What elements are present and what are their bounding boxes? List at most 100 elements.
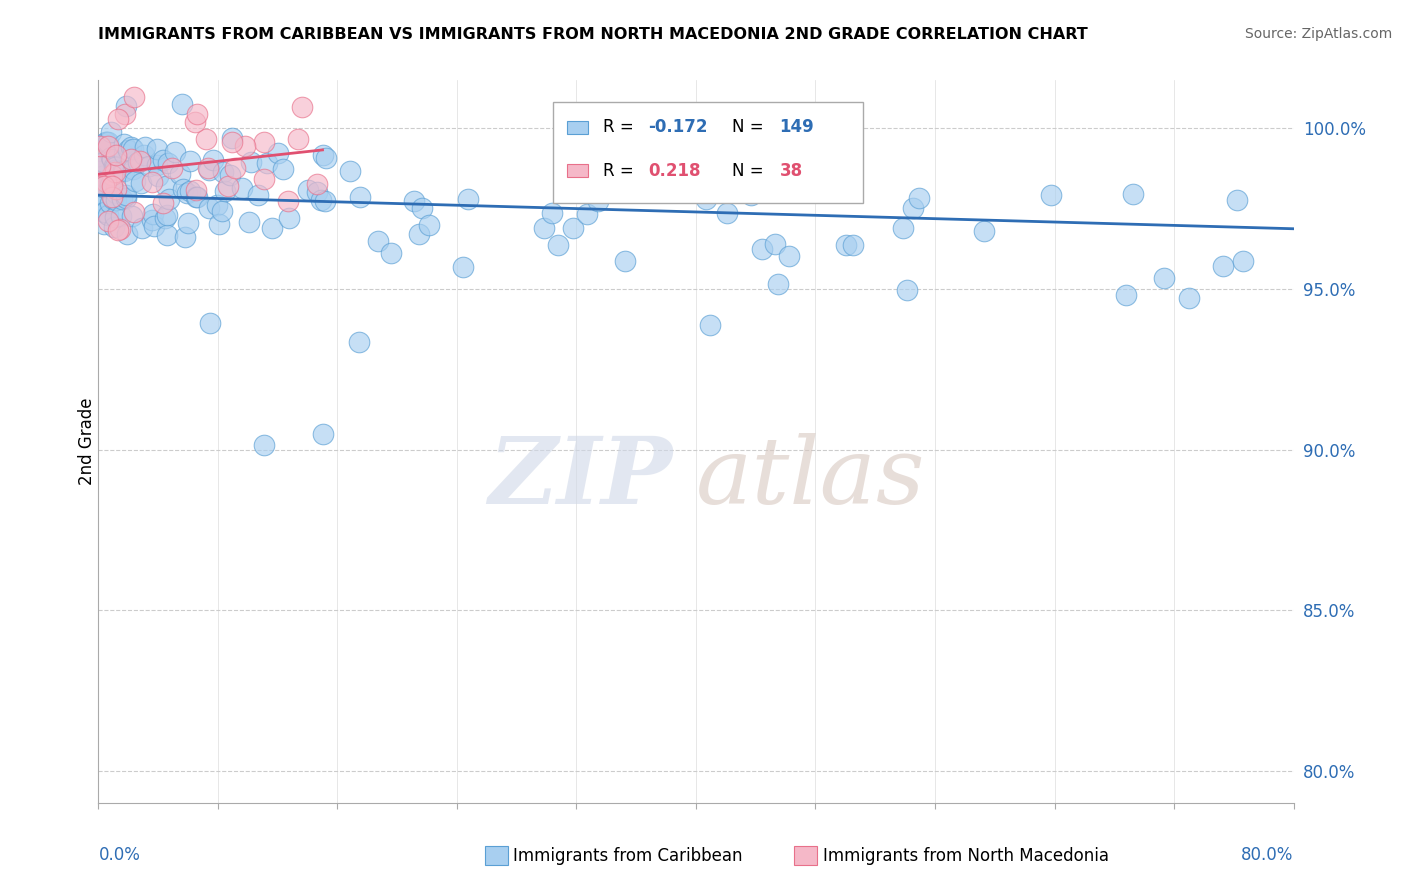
Point — [177, 216, 200, 230]
Point — [131, 221, 153, 235]
Text: -0.172: -0.172 — [648, 119, 707, 136]
Point — [314, 194, 336, 208]
Point — [1178, 291, 1201, 305]
Point — [533, 221, 555, 235]
Point — [105, 182, 128, 196]
Point — [621, 136, 644, 151]
Point — [97, 208, 120, 222]
Point — [973, 224, 995, 238]
Point — [121, 209, 143, 223]
Point — [94, 205, 117, 219]
Point — [572, 161, 595, 175]
Point — [112, 163, 135, 178]
Point — [170, 96, 193, 111]
Point — [121, 161, 143, 176]
Point — [93, 217, 115, 231]
Point — [93, 204, 115, 219]
Point — [408, 227, 430, 242]
Point — [105, 186, 128, 200]
Point — [101, 152, 124, 166]
Point — [695, 192, 717, 206]
Point — [91, 169, 114, 183]
Point — [169, 167, 191, 181]
Point — [751, 242, 773, 256]
Point — [143, 219, 166, 234]
Point — [152, 195, 174, 210]
Point — [252, 135, 274, 149]
Bar — [567, 120, 589, 134]
Point — [253, 172, 276, 186]
Point — [138, 159, 160, 173]
Point — [179, 184, 201, 198]
Point — [778, 248, 800, 262]
Point — [107, 223, 129, 237]
Point — [349, 335, 371, 350]
Point — [763, 237, 786, 252]
Point — [1039, 187, 1062, 202]
Point — [287, 132, 309, 146]
Point — [129, 177, 152, 191]
FancyBboxPatch shape — [553, 102, 863, 203]
Point — [312, 427, 335, 442]
Point — [127, 154, 149, 169]
Point — [267, 146, 290, 161]
Point — [309, 193, 332, 207]
Point — [307, 177, 329, 191]
Point — [349, 190, 371, 204]
Point — [93, 155, 115, 169]
Point — [103, 160, 125, 174]
Point — [197, 162, 219, 177]
Point — [562, 220, 585, 235]
Point — [103, 219, 125, 234]
Text: ZIP: ZIP — [488, 433, 672, 523]
Point — [418, 218, 440, 232]
Text: R =: R = — [603, 119, 638, 136]
Point — [291, 100, 314, 114]
Point — [124, 174, 146, 188]
Point — [262, 221, 284, 235]
Point — [367, 235, 389, 249]
Bar — [567, 164, 589, 178]
Point — [176, 186, 198, 200]
Point — [271, 162, 294, 177]
Point — [128, 154, 150, 169]
Point — [614, 254, 637, 268]
Point — [842, 238, 865, 252]
Point — [101, 178, 124, 193]
Point — [97, 139, 120, 153]
Text: Source: ZipAtlas.com: Source: ZipAtlas.com — [1244, 27, 1392, 41]
Point — [122, 143, 145, 157]
Point — [145, 158, 167, 172]
Point — [155, 211, 177, 226]
Point — [197, 161, 219, 175]
Point — [768, 277, 790, 291]
Text: Immigrants from Caribbean: Immigrants from Caribbean — [513, 847, 742, 865]
Point — [101, 168, 124, 182]
Text: atlas: atlas — [696, 433, 925, 523]
Point — [315, 151, 337, 165]
Point — [214, 185, 236, 199]
Point — [202, 153, 225, 167]
Point — [221, 131, 243, 145]
Point — [716, 205, 738, 219]
Point — [835, 238, 858, 252]
Point — [115, 227, 138, 242]
Point — [297, 183, 319, 197]
Point — [240, 155, 263, 169]
Point — [101, 180, 124, 194]
Text: 0.0%: 0.0% — [98, 847, 141, 864]
Point — [90, 193, 112, 207]
Point — [576, 207, 599, 221]
Point — [100, 150, 122, 164]
Point — [94, 135, 117, 149]
Point — [114, 99, 136, 113]
Point — [184, 183, 207, 197]
Point — [111, 192, 134, 206]
Point — [179, 153, 201, 168]
Point — [103, 192, 125, 206]
Point — [104, 148, 127, 162]
Point — [740, 187, 762, 202]
Point — [901, 202, 924, 216]
Point — [208, 217, 231, 231]
Point — [219, 168, 242, 182]
